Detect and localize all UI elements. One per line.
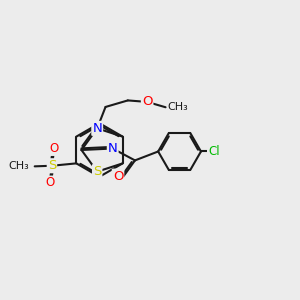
Text: Cl: Cl [208,145,220,158]
Text: CH₃: CH₃ [167,102,188,112]
Text: O: O [113,170,123,183]
Text: N: N [108,142,118,155]
Text: N: N [92,122,102,135]
Text: CH₃: CH₃ [9,161,29,171]
Text: S: S [93,165,101,178]
Text: S: S [48,159,56,172]
Text: O: O [142,95,152,108]
Text: O: O [50,142,59,155]
Text: O: O [45,176,54,190]
